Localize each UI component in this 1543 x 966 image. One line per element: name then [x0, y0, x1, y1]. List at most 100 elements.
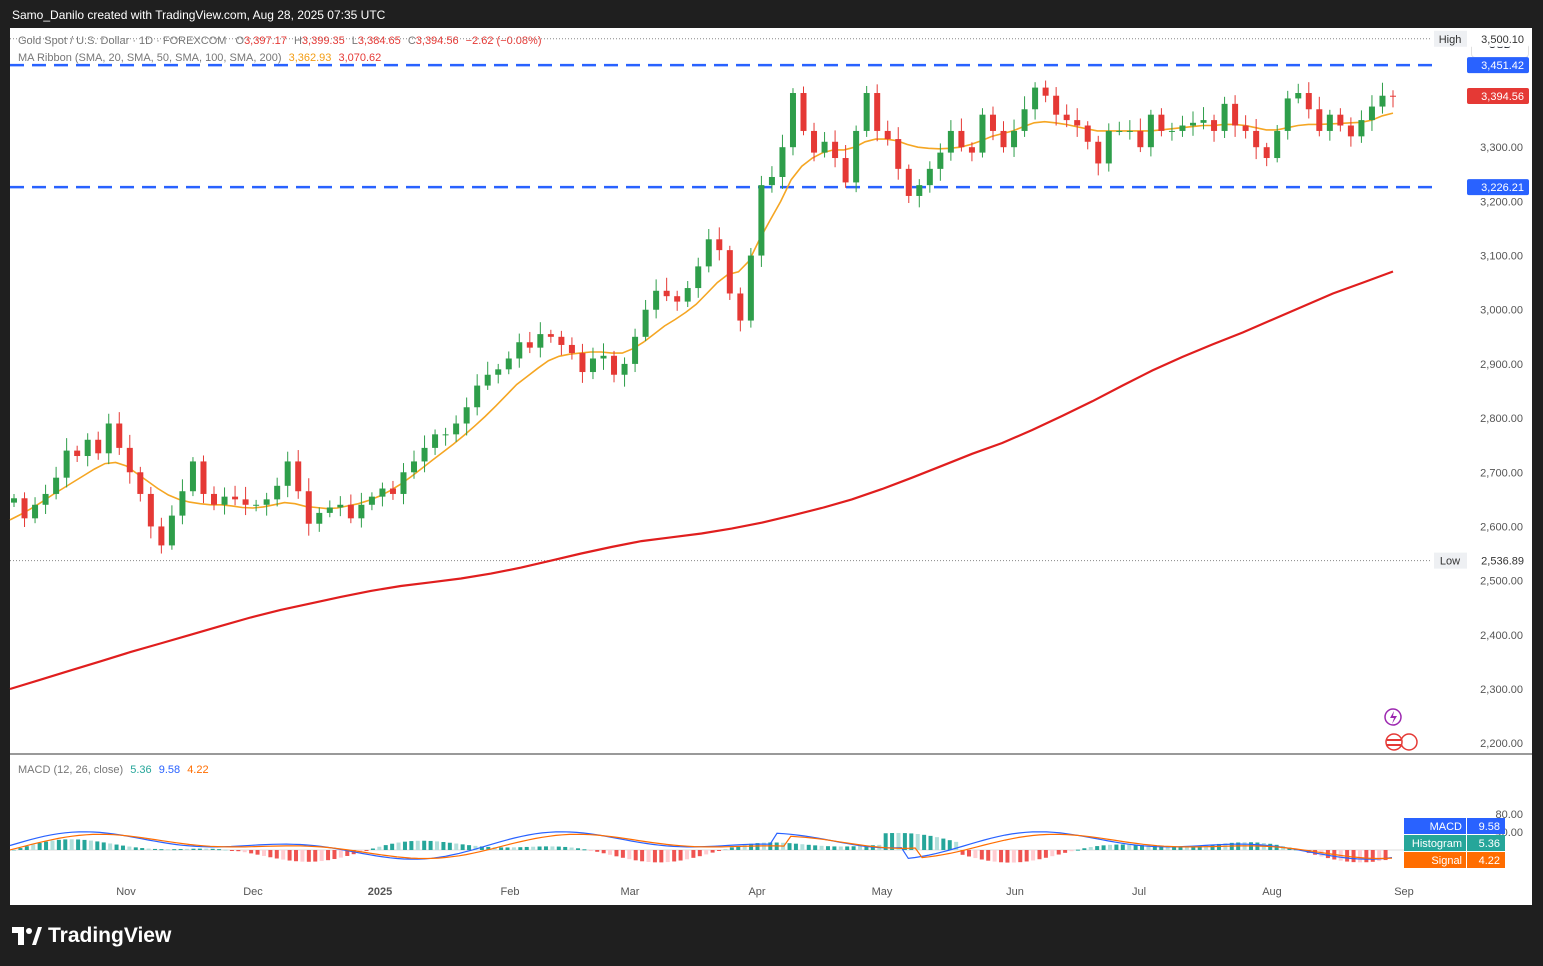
macd-histogram-bar	[819, 845, 824, 850]
candle-body	[1368, 106, 1375, 121]
macd-histogram-bar	[505, 847, 510, 850]
macd-histogram-bar	[153, 848, 158, 850]
candle-body	[684, 288, 691, 302]
macd-histogram-bar	[261, 850, 266, 856]
level-tag-lower: 3,226.21	[1481, 182, 1524, 194]
macd-histogram-bar	[24, 846, 29, 850]
price-tick-label: 3,100.00	[1480, 251, 1523, 263]
macd-histogram-bar	[95, 841, 100, 850]
candle-body	[1316, 109, 1323, 131]
macd-histogram-bar	[1191, 846, 1196, 850]
candle-body	[1000, 130, 1007, 148]
macd-histogram-bar	[960, 850, 965, 855]
macd-histogram-bar	[1024, 850, 1029, 862]
chart-panel[interactable]	[10, 28, 1532, 905]
candle-body	[505, 358, 512, 370]
time-axis-label: Jul	[1132, 886, 1146, 898]
macd-histogram-bar	[1357, 850, 1362, 863]
candle-body	[716, 239, 723, 251]
last-price-tag-bg	[1467, 87, 1529, 104]
time-axis-label: Jun	[1006, 886, 1024, 898]
price-tick-label: 2,400.00	[1480, 630, 1523, 642]
candle-body	[1274, 130, 1281, 159]
macd-histogram-bar	[467, 845, 472, 850]
macd-histogram-bar	[1127, 844, 1132, 850]
candle-body	[400, 472, 407, 494]
macd-histogram-bar	[556, 846, 561, 850]
candle-body	[1347, 125, 1354, 137]
candle-body	[905, 168, 912, 196]
signal-tag-label-bg	[1404, 852, 1466, 868]
macd-histogram-bar	[992, 850, 997, 862]
low-tag-label: Low	[1440, 556, 1460, 568]
macd-histogram-bar	[217, 849, 222, 851]
candle-body	[253, 504, 260, 506]
macd-histogram-bar	[896, 832, 901, 850]
candle-body	[1358, 120, 1365, 137]
macd-histogram-bar	[402, 841, 407, 850]
candle-body	[1326, 114, 1333, 131]
macd-histogram-bar	[742, 844, 747, 850]
macd-histogram-bar	[191, 848, 196, 850]
macd-histogram-bar	[1069, 850, 1074, 852]
macd-histogram-bar	[922, 834, 927, 850]
event-lightning-icon	[1384, 708, 1402, 726]
sma-short-line	[9, 112, 1394, 521]
macd-histogram-bar	[576, 848, 581, 850]
macd-histogram-bar	[595, 850, 600, 852]
macd-histogram-bar	[813, 845, 818, 850]
last-price-tag: 3,394.56	[1481, 91, 1524, 103]
candle-body	[21, 498, 28, 519]
candle-body	[474, 385, 481, 408]
macd-histogram-bar	[640, 850, 645, 862]
macd-histogram-bar	[204, 848, 209, 850]
open-label: O	[235, 35, 245, 47]
macd-legend: MACD (12, 26, close) 5.36 9.58 4.22	[18, 764, 209, 776]
close-label: C	[407, 35, 416, 47]
candle-body	[747, 255, 754, 321]
macd-histogram-bar	[479, 846, 484, 850]
candle-body	[789, 93, 796, 148]
macd-histogram-bar	[588, 850, 593, 851]
macd-histogram-bar	[82, 839, 87, 850]
price-tick-label: 2,600.00	[1480, 521, 1523, 533]
candle-body	[705, 239, 712, 267]
macd-histogram-bar	[473, 845, 478, 850]
candle-body	[274, 485, 281, 500]
candle-body	[126, 447, 133, 473]
macd-histogram-bar	[582, 849, 587, 851]
ma-value-short: 3,362.93	[288, 52, 332, 64]
flag-stripe	[1387, 739, 1401, 741]
macd-histogram-bar	[1120, 844, 1125, 850]
macd-histogram-bar	[12, 850, 16, 851]
high-tag-label: High	[1439, 34, 1462, 46]
macd-histogram-bar	[44, 841, 49, 850]
macd-histogram-bar	[851, 846, 856, 850]
us-flag-icon-2	[1400, 733, 1418, 751]
macd-histogram-bar	[120, 845, 125, 850]
candle-body	[1063, 114, 1070, 121]
candle-body	[1179, 125, 1186, 131]
candle-body	[842, 158, 849, 183]
candle-body	[600, 355, 607, 359]
macd-histogram-bar	[88, 840, 93, 850]
macd-histogram-bar	[569, 847, 574, 850]
candle-body	[168, 515, 175, 546]
macd-histogram-bar	[31, 844, 36, 850]
candle-body	[74, 450, 81, 457]
candle-body	[1263, 147, 1270, 159]
macd-histogram-bar	[114, 844, 119, 850]
signal-tag-value-bg	[1467, 852, 1505, 868]
macd-histogram-bar	[178, 849, 183, 851]
candle-body	[884, 130, 891, 140]
macd-histogram-bar	[146, 848, 151, 850]
macd-histogram-bar	[659, 850, 664, 863]
candle-body	[189, 461, 196, 492]
macd-histogram-bar	[56, 839, 61, 850]
candle-body	[1168, 130, 1175, 132]
macd-histogram-bar	[1184, 846, 1189, 850]
macd-histogram-bar	[1018, 850, 1023, 863]
macd-histogram-bar	[883, 833, 888, 850]
brand-logo[interactable]: TradingView	[12, 924, 171, 948]
macd-histogram-bar	[511, 847, 516, 850]
